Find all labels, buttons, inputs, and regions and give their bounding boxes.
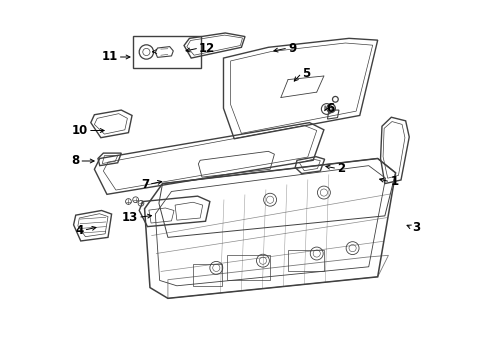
- Text: 3: 3: [412, 221, 420, 234]
- Text: 6: 6: [326, 102, 334, 115]
- Text: 4: 4: [75, 224, 84, 237]
- Text: 7: 7: [141, 178, 149, 191]
- Bar: [288, 250, 324, 271]
- Text: 9: 9: [288, 41, 296, 54]
- Text: 13: 13: [122, 211, 138, 224]
- Bar: [227, 255, 270, 280]
- Text: 8: 8: [71, 154, 79, 167]
- Text: 12: 12: [199, 41, 215, 54]
- Text: 10: 10: [72, 124, 88, 137]
- Text: 1: 1: [390, 175, 398, 188]
- Text: 5: 5: [302, 67, 310, 80]
- Text: 2: 2: [337, 162, 345, 175]
- Bar: [193, 264, 221, 286]
- Text: 11: 11: [101, 50, 118, 63]
